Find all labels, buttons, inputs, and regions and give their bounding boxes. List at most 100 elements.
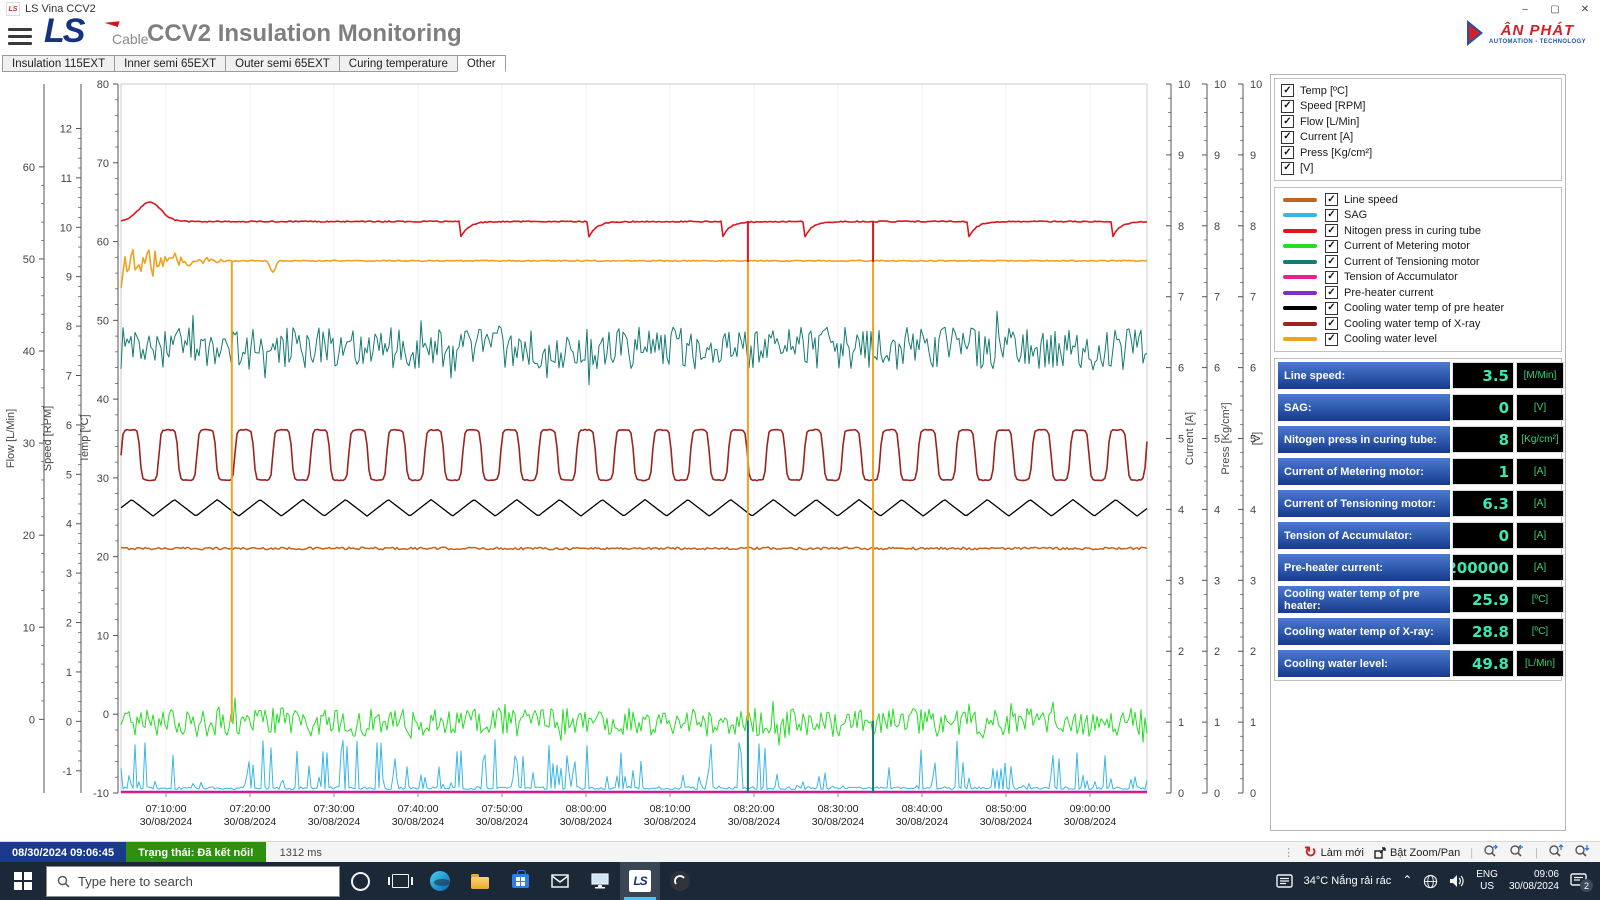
checkbox-icon[interactable]: ✓: [1325, 317, 1338, 331]
checkbox-icon[interactable]: ✓: [1281, 161, 1294, 175]
checkbox-icon[interactable]: ✓: [1325, 255, 1338, 269]
axis-toggle-press-kg-cm[interactable]: ✓ Press [Kg/cm²]: [1281, 145, 1555, 161]
taskbar-item-remote-viewer[interactable]: [580, 862, 620, 900]
taskbar-item-edge[interactable]: [420, 862, 460, 900]
minimize-button[interactable]: –: [1522, 3, 1528, 15]
menu-icon[interactable]: [8, 28, 32, 45]
svg-text:6: 6: [1178, 363, 1184, 375]
svg-text:9: 9: [1214, 150, 1220, 162]
tab-other[interactable]: Other: [456, 55, 506, 72]
svg-text:7: 7: [1250, 292, 1256, 304]
series-toggle-cooling-water-level[interactable]: ✓ Cooling water level: [1281, 332, 1555, 348]
checkbox-icon[interactable]: ✓: [1325, 301, 1338, 315]
vendor-logo: ÂN PHÁT AUTOMATION - TECHNOLOGY: [1467, 20, 1586, 46]
checkbox-icon[interactable]: ✓: [1325, 208, 1338, 222]
checkbox-icon[interactable]: ✓: [1325, 286, 1338, 300]
checkbox-icon[interactable]: ✓: [1281, 130, 1294, 144]
zoom-out-y-icon[interactable]: [1574, 844, 1590, 861]
value-label: Cooling water level:: [1278, 650, 1450, 677]
clock[interactable]: 09:06 30/08/2024: [1508, 868, 1559, 893]
svg-text:Temp [ºC]: Temp [ºC]: [79, 414, 91, 462]
series-toggle-cooling-water-temp-of-pre-heater[interactable]: ✓ Cooling water temp of pre heater: [1281, 301, 1555, 317]
axis-toggle-flow-l-min[interactable]: ✓ Flow [L/Min]: [1281, 114, 1555, 130]
series-toggle-sag[interactable]: ✓ SAG: [1281, 208, 1555, 224]
svg-text:8: 8: [1214, 221, 1220, 233]
axis-toggle-v[interactable]: ✓ [V]: [1281, 161, 1555, 177]
svg-text:30: 30: [97, 473, 109, 485]
value-number: -200000: [1452, 554, 1514, 581]
checkbox-icon[interactable]: ✓: [1325, 224, 1338, 238]
taskbar-search-input[interactable]: Type here to search: [46, 865, 340, 897]
value-unit: [L/Min]: [1516, 650, 1564, 677]
series-toggle-line-speed[interactable]: ✓ Line speed: [1281, 192, 1555, 208]
weather-text[interactable]: 34°C Nắng rải rác: [1303, 875, 1392, 887]
start-button[interactable]: [0, 862, 46, 900]
svg-text:7: 7: [1214, 292, 1220, 304]
checkbox-icon[interactable]: ✓: [1281, 84, 1294, 98]
tab-outer-semi-65ext[interactable]: Outer semi 65EXT: [225, 55, 340, 72]
close-button[interactable]: ✕: [1580, 3, 1590, 15]
svg-text:07:50:00: 07:50:00: [482, 803, 523, 815]
svg-text:5: 5: [1250, 434, 1256, 446]
series-toggle-current-of-metering-motor[interactable]: ✓ Current of Metering motor: [1281, 239, 1555, 255]
value-row-nitogen-press-in-curing-tube: Nitogen press in curing tube: 8 [Kg/cm²]: [1278, 426, 1564, 453]
notification-badge: 2: [1580, 879, 1593, 892]
svg-text:50: 50: [97, 315, 109, 327]
checkbox-icon[interactable]: ✓: [1325, 270, 1338, 284]
checkbox-icon[interactable]: ✓: [1325, 239, 1338, 253]
series-toggle-tension-of-accumulator[interactable]: ✓ Tension of Accumulator: [1281, 270, 1555, 286]
language-indicator[interactable]: ENG US: [1476, 868, 1498, 893]
taskbar-item-task-view[interactable]: [380, 862, 420, 900]
axis-toggle-speed-rpm[interactable]: ✓ Speed [RPM]: [1281, 99, 1555, 115]
search-placeholder: Type here to search: [78, 873, 193, 889]
volume-icon[interactable]: [1449, 874, 1465, 888]
zoom-out-x-icon[interactable]: [1509, 844, 1525, 861]
svg-text:30: 30: [23, 438, 35, 450]
chart-plot[interactable]: 07:10:0030/08/202407:20:0030/08/202407:3…: [0, 71, 1268, 840]
maximize-button[interactable]: ▢: [1550, 3, 1560, 15]
network-globe-icon[interactable]: [1423, 874, 1438, 889]
series-toggle-current-of-tensioning-motor[interactable]: ✓ Current of Tensioning motor: [1281, 254, 1555, 270]
app-header: LS Cable CCV2 Insulation Monitoring ÂN P…: [0, 12, 1600, 55]
taskbar-item-cortana[interactable]: [340, 862, 380, 900]
checkbox-icon[interactable]: ✓: [1281, 115, 1294, 129]
axis-toggle-temp-c[interactable]: ✓ Temp [ºC]: [1281, 83, 1555, 99]
value-row-sag: SAG: 0 [V]: [1278, 394, 1564, 421]
value-label: Nitogen press in curing tube:: [1278, 426, 1450, 453]
svg-text:9: 9: [1250, 150, 1256, 162]
grip-icon: ⋮: [1283, 847, 1295, 859]
checkbox-icon[interactable]: ✓: [1325, 332, 1338, 346]
series-toggle-pre-heater-current[interactable]: ✓ Pre-heater current: [1281, 285, 1555, 301]
checkbox-icon[interactable]: ✓: [1325, 193, 1338, 207]
svg-text:30/08/2024: 30/08/2024: [140, 816, 193, 828]
svg-text:1: 1: [1178, 717, 1184, 729]
taskbar-item-mail[interactable]: [540, 862, 580, 900]
series-toggle-nitogen-press-in-curing-tube[interactable]: ✓ Nitogen press in curing tube: [1281, 223, 1555, 239]
taskbar-item-file-explorer[interactable]: [460, 862, 500, 900]
refresh-button[interactable]: ↻ Làm mới: [1304, 844, 1364, 861]
tab-curing-temperature[interactable]: Curing temperature: [338, 55, 458, 72]
series-color-swatch: [1283, 259, 1317, 264]
tab-inner-semi-65ext[interactable]: Inner semi 65EXT: [114, 55, 227, 72]
zoom-in-x-icon[interactable]: [1483, 844, 1499, 861]
svg-text:8: 8: [1250, 221, 1256, 233]
svg-text:6: 6: [66, 420, 72, 432]
svg-text:07:10:00: 07:10:00: [146, 803, 187, 815]
tab-insulation-115ext[interactable]: Insulation 115EXT: [2, 55, 116, 72]
axis-toggle-current-a[interactable]: ✓ Current [A]: [1281, 130, 1555, 146]
news-weather-icon[interactable]: [1275, 874, 1293, 888]
taskbar-item-ls-ccv2[interactable]: LS: [620, 862, 660, 900]
notification-center-icon[interactable]: 2: [1570, 873, 1593, 892]
tray-chevron-icon[interactable]: ⌃: [1402, 873, 1413, 887]
series-color-swatch: [1283, 228, 1317, 233]
checkbox-icon[interactable]: ✓: [1281, 146, 1294, 160]
series-toggle-cooling-water-temp-of-x-ray[interactable]: ✓ Cooling water temp of X-ray: [1281, 316, 1555, 332]
zoom-pan-toggle-button[interactable]: Bật Zoom/Pan: [1374, 847, 1460, 859]
value-number: 6.3: [1452, 490, 1514, 517]
zoom-in-y-icon[interactable]: [1548, 844, 1564, 861]
svg-text:-10: -10: [93, 788, 109, 800]
taskbar-item-store[interactable]: [500, 862, 540, 900]
checkbox-icon[interactable]: ✓: [1281, 99, 1294, 113]
taskbar-item-game-center[interactable]: [660, 862, 700, 900]
value-label: Cooling water temp of pre heater:: [1278, 586, 1450, 613]
